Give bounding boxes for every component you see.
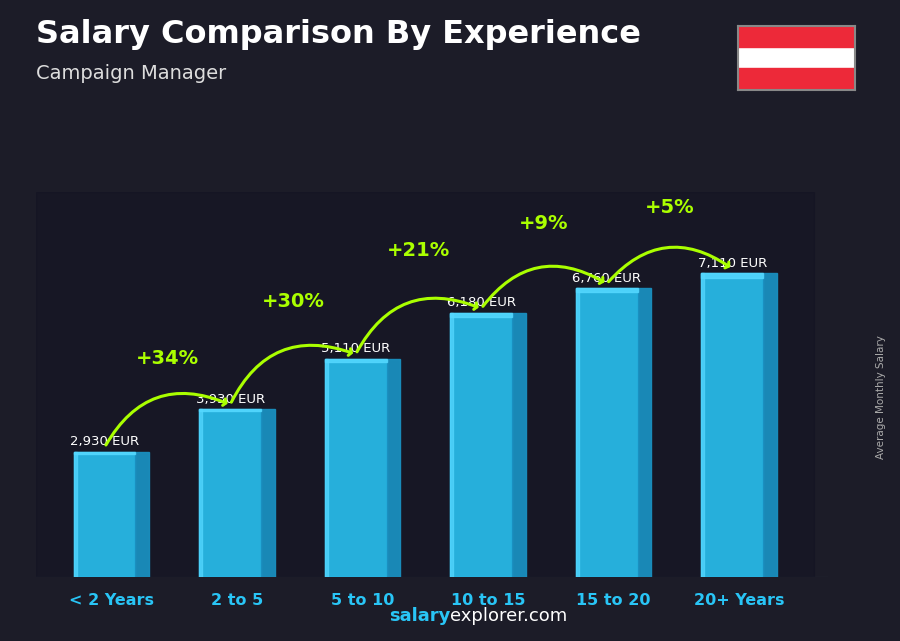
Bar bbox=[261, 409, 274, 577]
Text: +30%: +30% bbox=[261, 292, 324, 312]
Text: +21%: +21% bbox=[387, 241, 450, 260]
Text: 2,930 EUR: 2,930 EUR bbox=[70, 435, 140, 448]
Bar bbox=[576, 288, 638, 577]
Bar bbox=[325, 358, 386, 362]
Text: 7,110 EUR: 7,110 EUR bbox=[698, 256, 767, 270]
Text: +9%: +9% bbox=[519, 214, 569, 233]
Bar bbox=[135, 452, 149, 577]
Text: Campaign Manager: Campaign Manager bbox=[36, 64, 226, 83]
Bar bbox=[763, 273, 777, 577]
Text: Average Monthly Salary: Average Monthly Salary bbox=[877, 335, 886, 460]
Text: 6,180 EUR: 6,180 EUR bbox=[446, 296, 516, 310]
Bar bbox=[74, 452, 135, 577]
Text: +34%: +34% bbox=[136, 349, 199, 367]
Bar bbox=[199, 409, 261, 577]
Bar bbox=[638, 288, 652, 577]
Bar bbox=[701, 273, 705, 577]
Bar bbox=[576, 288, 638, 292]
Text: 5,110 EUR: 5,110 EUR bbox=[321, 342, 391, 355]
Bar bbox=[386, 358, 400, 577]
Bar bbox=[512, 313, 526, 577]
Text: Salary Comparison By Experience: Salary Comparison By Experience bbox=[36, 19, 641, 50]
Bar bbox=[199, 409, 261, 412]
Bar bbox=[738, 26, 855, 47]
Bar bbox=[199, 409, 202, 577]
Bar bbox=[450, 313, 512, 577]
Bar bbox=[738, 68, 855, 90]
Text: 3,930 EUR: 3,930 EUR bbox=[195, 392, 265, 406]
Text: 6,760 EUR: 6,760 EUR bbox=[572, 272, 642, 285]
Bar bbox=[325, 358, 386, 577]
Bar bbox=[576, 288, 579, 577]
Bar bbox=[450, 313, 454, 577]
Bar bbox=[325, 358, 328, 577]
Text: +5%: +5% bbox=[644, 197, 695, 217]
Bar bbox=[701, 273, 763, 278]
Text: explorer.com: explorer.com bbox=[450, 607, 567, 625]
Bar bbox=[450, 313, 512, 317]
Bar bbox=[74, 452, 76, 577]
Bar bbox=[701, 273, 763, 577]
Bar bbox=[74, 452, 135, 454]
Text: salary: salary bbox=[389, 607, 450, 625]
